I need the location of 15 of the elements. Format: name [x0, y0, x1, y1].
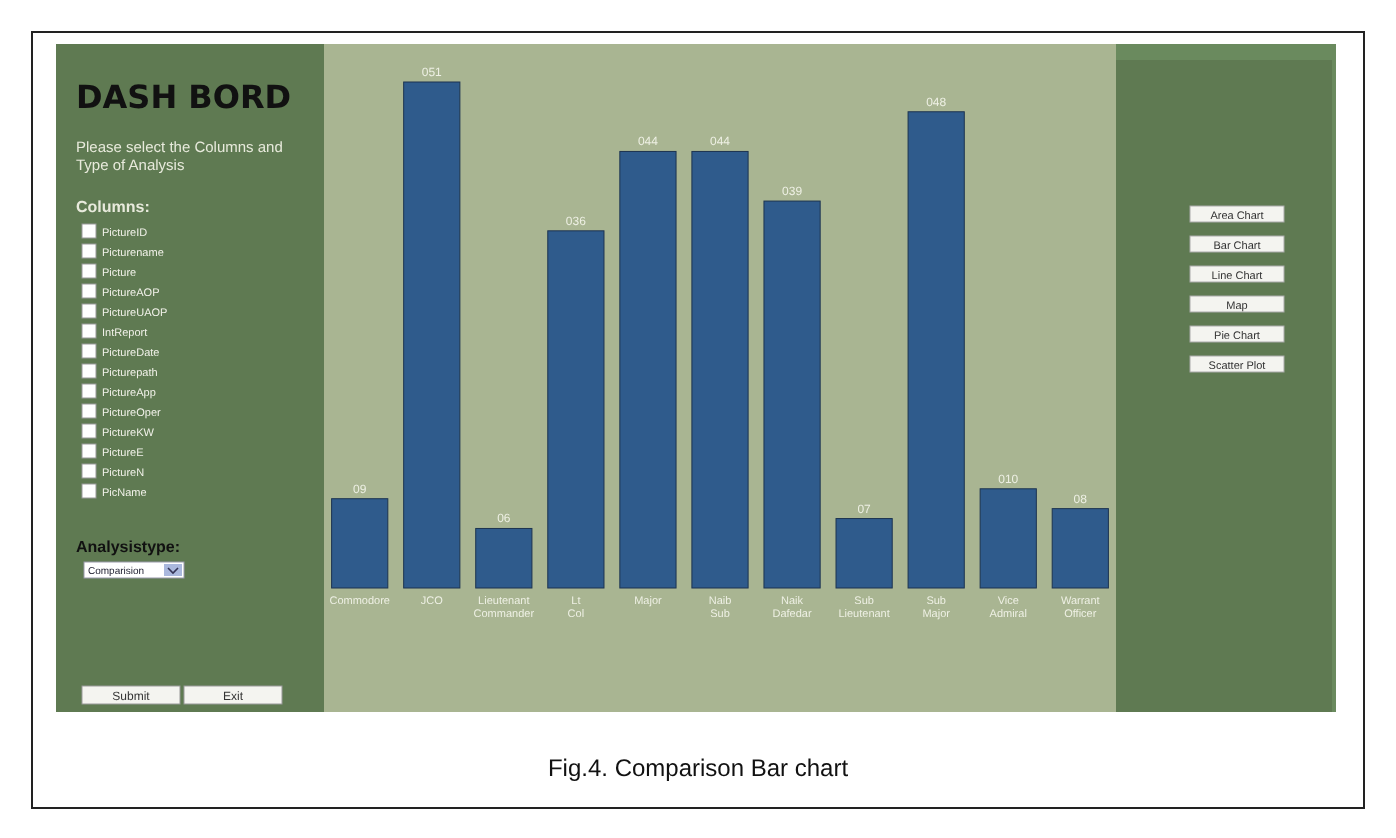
bar: [763, 200, 821, 589]
bar: [475, 527, 533, 589]
bar: [691, 150, 749, 589]
text: Analysistype:: [76, 538, 181, 556]
bar: [619, 150, 677, 589]
bar: [331, 498, 389, 589]
bar: [1051, 508, 1109, 589]
bar: [403, 81, 461, 589]
text: Columns:: [76, 198, 150, 216]
bar: [979, 488, 1037, 589]
bar: [547, 230, 605, 589]
bar: [835, 518, 893, 589]
text: DASH BORD: [76, 78, 292, 116]
caption: Fig.4. Comparison Bar chart: [547, 754, 850, 782]
bar: [907, 111, 965, 589]
